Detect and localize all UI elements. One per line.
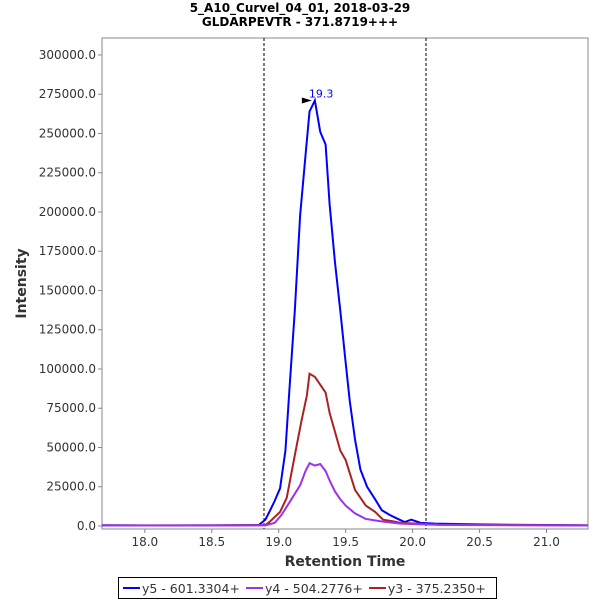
x-tick-label: 18.5 (198, 535, 225, 549)
legend-label: y4 - 504.2776+ (264, 580, 363, 596)
legend-label: y3 - 375.2350+ (387, 580, 486, 596)
y-tick-label: 300000.0 (39, 48, 96, 62)
x-tick-label: 21.0 (533, 535, 560, 549)
y-tick-label: 125000.0 (39, 323, 96, 337)
x-tick-label: 19.0 (265, 535, 292, 549)
legend-item: y3 - 375.2350+ (368, 580, 486, 596)
y-tick-label: 200000.0 (39, 205, 96, 219)
legend-label: y5 - 601.3304+ (142, 580, 240, 596)
legend: y5 - 601.3304+ y4 - 504.2776+ y3 - 375.235… (118, 577, 497, 599)
x-tick-label: 20.0 (399, 535, 426, 549)
y-tick-label: 150000.0 (39, 283, 96, 297)
y-tick-label: 100000.0 (39, 362, 96, 376)
peak-marker-icon (301, 97, 312, 104)
series-line-y5 (101, 97, 589, 527)
legend-swatch (123, 587, 140, 589)
y-axis-label: Intensity (14, 248, 30, 318)
y-tick-label: 0.0 (77, 519, 96, 533)
legend-item: y4 - 504.2776+ (245, 580, 363, 596)
y-tick-label: 250000.0 (39, 126, 96, 140)
plot-area (101, 37, 589, 530)
series-line-y4 (102, 461, 589, 527)
y-tick-label: 275000.0 (39, 87, 96, 101)
y-tick-label: 175000.0 (39, 244, 96, 258)
series-line-y3 (102, 372, 589, 527)
y-tick-label: 75000.0 (46, 401, 96, 415)
legend-swatch (368, 587, 386, 589)
legend-item: y5 - 601.3304+ (123, 581, 240, 596)
chart-title: 5_A10_Curvel_04_01, 2018-03-29 (189, 1, 411, 15)
legend-swatch (245, 587, 263, 589)
x-axis-label: Retention Time (285, 554, 406, 570)
peak-label: 19.3 (309, 87, 334, 100)
x-tick-label: 19.5 (332, 535, 359, 549)
y-tick-label: 25000.0 (46, 480, 96, 494)
x-tick-label: 20.5 (466, 535, 493, 549)
x-tick-label: 18.0 (131, 535, 158, 549)
y-tick-label: 50000.0 (46, 440, 96, 454)
y-tick-label: 225000.0 (39, 166, 96, 180)
chart-subtitle: GLDARPEVTR - 371.8719+++ (201, 15, 399, 29)
